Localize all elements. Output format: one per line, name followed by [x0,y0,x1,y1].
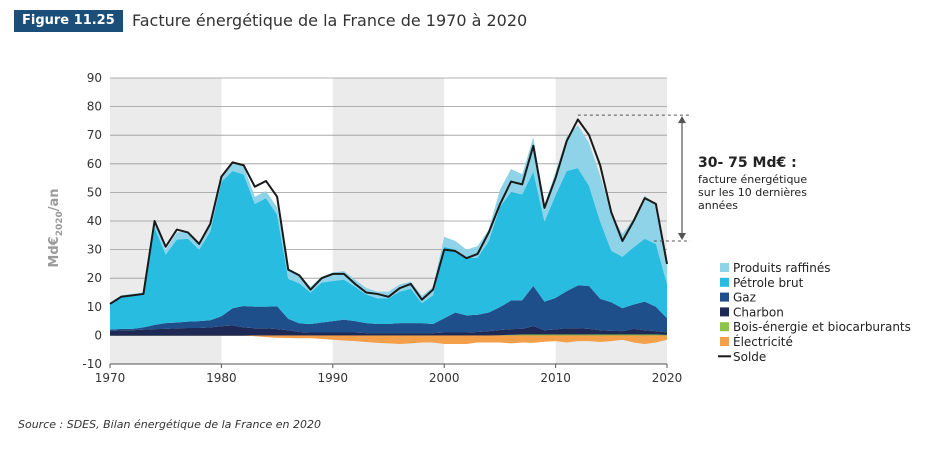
x-tick-label: 1970 [95,371,126,385]
legend-label-solde: Solde [733,350,766,364]
legend-label-petrole-brut: Pétrole brut [733,276,804,290]
annotation-text-line: sur les 10 dernières [698,186,807,199]
y-tick-label: 70 [87,128,102,142]
x-tick-label: 1990 [318,371,349,385]
annotation-arrow-down [678,233,686,241]
y-tick-label: 50 [87,185,102,199]
legend-label-electricite: Électricité [733,334,793,349]
annotation-arrow-up [678,116,686,124]
x-tick-label: 2020 [652,371,683,385]
area-gaz [110,285,667,334]
legend-swatch-gaz [720,292,729,302]
y-axis-label: Md€2020/an [47,188,65,267]
annotation-text-line: facture énergétique [698,173,807,186]
y-tick-label: 60 [87,157,102,171]
chart-title: Facture énergétique de la France de 1970… [132,11,528,30]
legend-swatch-petrole-brut [720,277,729,287]
area-bois-energie-et-biocarburants [110,334,667,336]
figure-label: Figure 11.25 [14,10,123,32]
chart: -10 0 10 20 30 40 50 60 70 80 90 1970 1980 1990 2000 20… [47,71,911,385]
x-tick-label: 1980 [206,371,237,385]
y-tick-label: 0 [94,328,102,342]
annotation-range-label: 30- 75 Md€ : [698,155,797,171]
y-tick-label: 90 [87,71,102,85]
x-tick-label: 2010 [540,371,571,385]
legend-label-charbon: Charbon [733,305,784,319]
y-tick-label: -10 [82,357,102,371]
source-note: Source : SDES, Bilan énergétique de la F… [18,418,321,431]
axes: -10 0 10 20 30 40 50 60 70 80 90 1970 1980 1990 2000 20… [82,71,682,385]
legend-swatch-bois-energie-et-biocarburants [720,322,729,332]
y-tick-label: 10 [87,300,102,314]
legend-label-gaz: Gaz [733,291,756,305]
solde-line [109,118,668,305]
solde-line-group [109,118,668,305]
stacked-areas [110,125,667,344]
annotation-text-line: années [698,199,738,212]
legend-swatch-charbon [720,307,729,317]
y-tick-label: 30 [87,243,102,257]
y-tick-label: 80 [87,100,102,114]
area-electricite [110,335,667,344]
legend-swatch-produits-raffines [720,263,729,272]
legend-label-bois-energie-et-biocarburants: Bois-énergie et biocarburants [733,320,911,334]
y-tick-label: 40 [87,214,102,228]
x-tick-label: 2000 [429,371,460,385]
area-petrole-brut [110,168,667,330]
y-tick-label: 20 [87,271,102,285]
legend-label-produits-raffines: Produits raffinés [733,261,831,275]
area-produits-raffines [110,125,667,304]
legend-swatch-electricite [720,337,729,346]
area-charbon [110,325,667,336]
